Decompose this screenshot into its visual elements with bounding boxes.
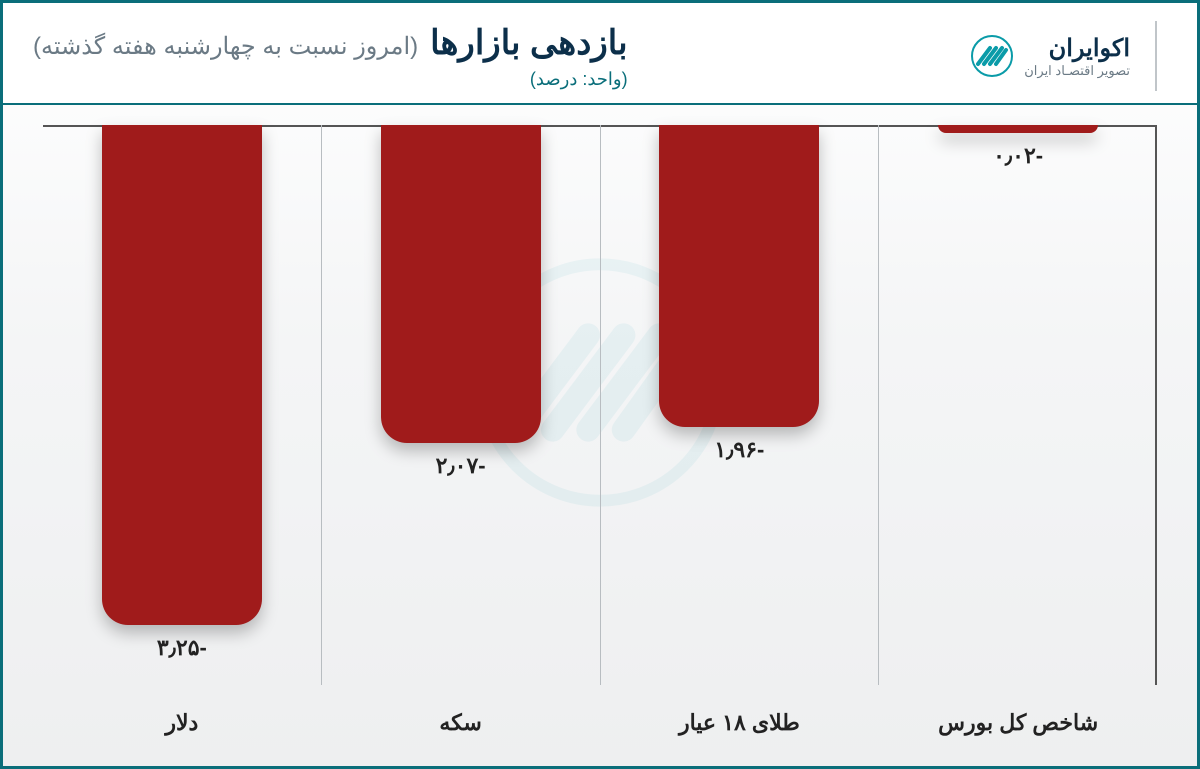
bar bbox=[381, 125, 541, 443]
chart-title: بازدهی بازارها bbox=[430, 23, 628, 63]
chart-plot: -٣٫٢۵ -٢٫٠٧ -١٫٩۶ -٠٫٠٢ bbox=[43, 125, 1157, 685]
bar-value-label: -١٫٩۶ bbox=[714, 437, 764, 463]
bar-value-label: -٠٫٠٢ bbox=[993, 143, 1043, 169]
brand-logo-block: اکوایران تصویر اقتصـاد ایران bbox=[970, 21, 1157, 91]
bar-slot: -٢٫٠٧ bbox=[322, 125, 600, 685]
brand-name: اکوایران bbox=[1024, 34, 1130, 63]
bar-slot: -١٫٩۶ bbox=[601, 125, 879, 685]
bar-slot: -٠٫٠٢ bbox=[879, 125, 1157, 685]
x-axis-labels: دلارسکهطلای ۱۸ عیارشاخص کل بورس bbox=[43, 710, 1157, 736]
bar-slot: -٣٫٢۵ bbox=[43, 125, 321, 685]
chart-subtitle: (امروز نسبت به چهارشنبه هفته گذشته) bbox=[33, 32, 418, 61]
header: اکوایران تصویر اقتصـاد ایران بازدهی بازا… bbox=[3, 3, 1197, 105]
bar-value-label: -٣٫٢۵ bbox=[157, 635, 207, 661]
chart-unit: (واحد: درصد) bbox=[33, 69, 628, 90]
brand-logo-icon bbox=[970, 34, 1014, 78]
header-text: بازدهی بازارها (امروز نسبت به چهارشنبه ه… bbox=[33, 23, 628, 90]
x-axis-label: دلار bbox=[43, 710, 321, 736]
x-axis-label: شاخص کل بورس bbox=[879, 710, 1157, 736]
bar bbox=[938, 125, 1098, 133]
bar bbox=[659, 125, 819, 427]
brand-tagline: تصویر اقتصـاد ایران bbox=[1024, 63, 1130, 79]
x-axis-label: سکه bbox=[322, 710, 600, 736]
chart-container: اکوایران تصویر اقتصـاد ایران بازدهی بازا… bbox=[0, 0, 1200, 769]
bar bbox=[102, 125, 262, 625]
brand-text: اکوایران تصویر اقتصـاد ایران bbox=[1024, 34, 1130, 79]
bar-value-label: -٢٫٠٧ bbox=[436, 453, 486, 479]
bars-row: -٣٫٢۵ -٢٫٠٧ -١٫٩۶ -٠٫٠٢ bbox=[43, 125, 1157, 685]
x-axis-label: طلای ۱۸ عیار bbox=[601, 710, 879, 736]
